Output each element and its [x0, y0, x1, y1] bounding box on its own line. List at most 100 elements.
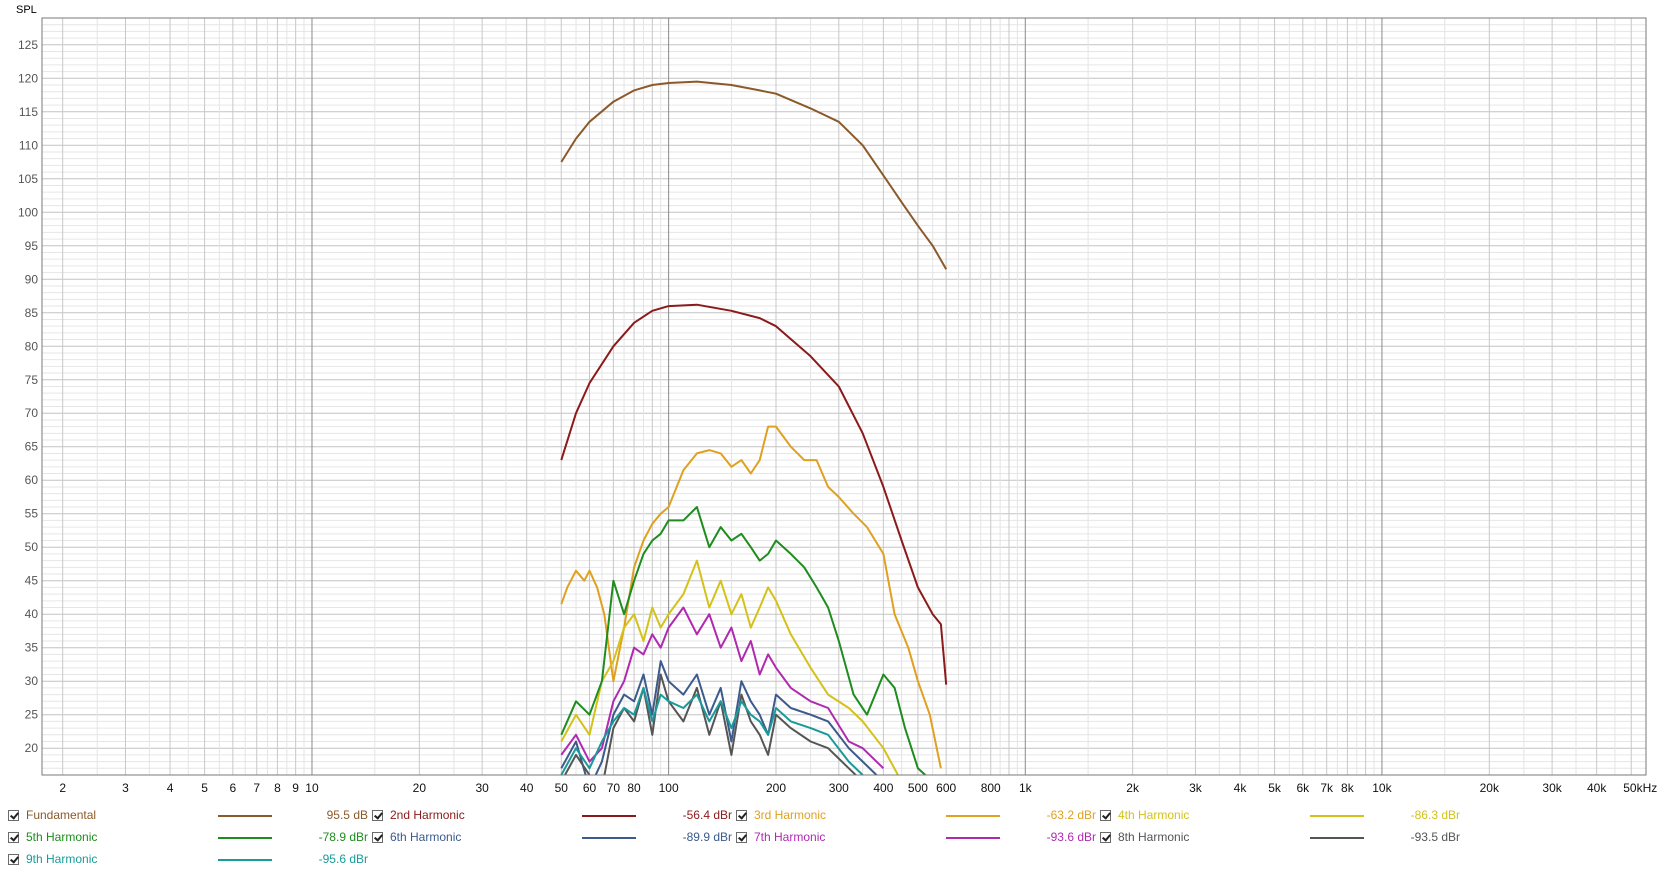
legend-series-value: -93.6 dBr — [1046, 830, 1096, 844]
legend-line-swatch — [1310, 837, 1364, 839]
y-tick-label: 20 — [25, 741, 39, 755]
y-tick-label: 125 — [18, 38, 38, 52]
x-tick-label: 300 — [829, 781, 849, 795]
y-tick-label: 50 — [25, 540, 39, 554]
x-tick-label: 40k — [1587, 781, 1607, 795]
series-visibility-checkbox[interactable] — [1100, 832, 1111, 843]
y-tick-label: 65 — [25, 440, 39, 454]
legend-line-swatch — [582, 837, 636, 839]
y-tick-label: 115 — [19, 105, 38, 119]
x-tick-label: 200 — [766, 781, 786, 795]
y-tick-label: 85 — [25, 306, 39, 320]
x-tick-label: 4 — [167, 781, 174, 795]
series-visibility-checkbox[interactable] — [736, 832, 747, 843]
legend-line-swatch — [218, 815, 272, 817]
legend-series-name: 9th Harmonic — [26, 852, 98, 866]
legend-line-swatch — [946, 837, 1000, 839]
series-visibility-checkbox[interactable] — [8, 810, 19, 821]
y-tick-label: 75 — [25, 373, 39, 387]
x-tick-label: 70 — [607, 781, 621, 795]
x-tick-label: 20k — [1480, 781, 1500, 795]
legend-series-value: -63.2 dBr — [1046, 808, 1096, 822]
y-tick-label: 105 — [18, 172, 38, 186]
legend-series-value: -56.4 dBr — [682, 808, 732, 822]
y-tick-label: 100 — [18, 205, 38, 219]
x-tick-label: 5k — [1268, 781, 1282, 795]
series-visibility-checkbox[interactable] — [372, 810, 383, 821]
plot-grid — [42, 17, 1647, 776]
legend-series-name: 4th Harmonic — [1118, 808, 1190, 822]
x-tick-label: 30k — [1542, 781, 1562, 795]
x-tick-label: 800 — [981, 781, 1001, 795]
x-tick-label: 500 — [908, 781, 928, 795]
legend-series-value: -78.9 dBr — [318, 830, 368, 844]
y-tick-label: 35 — [25, 641, 39, 655]
x-tick-label: 20 — [413, 781, 427, 795]
plot-series — [560, 80, 948, 775]
x-tick-label: 9 — [292, 781, 299, 795]
legend-series-name: Fundamental — [26, 808, 97, 822]
x-tick-label: 4k — [1234, 781, 1248, 795]
series-line-2nd-harmonic — [560, 303, 948, 685]
y-tick-label: 120 — [18, 71, 38, 85]
series-line-9th-harmonic — [560, 686, 864, 775]
plot-frame — [41, 17, 1647, 776]
x-tick-label: 6 — [230, 781, 237, 795]
series-line-8th-harmonic — [563, 673, 858, 775]
x-tick-label: 7 — [253, 781, 260, 795]
x-tick-label: 8k — [1341, 781, 1355, 795]
series-line-7th-harmonic — [560, 606, 885, 770]
y-tick-label: 55 — [25, 507, 39, 521]
x-tick-label: 1k — [1019, 781, 1033, 795]
series-line-4th-harmonic — [560, 559, 900, 775]
series-line-5th-harmonic — [560, 506, 927, 775]
y-tick-label: 80 — [25, 339, 39, 353]
series-visibility-checkbox[interactable] — [736, 810, 747, 821]
legend-series-name: 6th Harmonic — [390, 830, 462, 844]
x-tick-label: 3 — [122, 781, 129, 795]
legend-series-name: 7th Harmonic — [754, 830, 826, 844]
legend-series-value: -89.9 dBr — [682, 830, 732, 844]
series-visibility-checkbox[interactable] — [8, 854, 19, 865]
x-tick-label: 30 — [475, 781, 489, 795]
y-tick-label: 60 — [25, 473, 39, 487]
x-tick-label: 3k — [1189, 781, 1203, 795]
spl-chart: 2025303540455055606570758085909510010511… — [16, 4, 1657, 795]
x-tick-label: 50kHz — [1623, 781, 1657, 795]
legend-line-swatch — [218, 837, 272, 839]
legend-series-name: 8th Harmonic — [1118, 830, 1190, 844]
x-tick-label: 40 — [520, 781, 534, 795]
legend-series-value: -95.6 dBr — [318, 852, 368, 866]
series-line-fundamental — [560, 80, 948, 270]
y-tick-label: 110 — [19, 138, 38, 152]
legend-line-swatch — [582, 815, 636, 817]
series-line-3rd-harmonic — [560, 425, 942, 769]
x-tick-label: 2k — [1126, 781, 1140, 795]
legend-series-value: -93.5 dBr — [1410, 830, 1460, 844]
x-tick-label: 6k — [1296, 781, 1310, 795]
x-tick-label: 10k — [1372, 781, 1392, 795]
y-tick-label: 70 — [25, 406, 39, 420]
x-tick-label: 2 — [59, 781, 66, 795]
series-visibility-checkbox[interactable] — [372, 832, 383, 843]
y-tick-label: 95 — [25, 239, 39, 253]
legend-series-value: -86.3 dBr — [1410, 808, 1460, 822]
x-tick-label: 5 — [201, 781, 208, 795]
plot-axes: 2025303540455055606570758085909510010511… — [18, 17, 1657, 795]
x-tick-label: 60 — [583, 781, 597, 795]
x-tick-label: 80 — [627, 781, 641, 795]
x-tick-label: 8 — [274, 781, 281, 795]
x-tick-label: 10 — [305, 781, 319, 795]
y-tick-label: 40 — [25, 607, 39, 621]
y-tick-label: 30 — [25, 674, 39, 688]
series-visibility-checkbox[interactable] — [8, 832, 19, 843]
legend-line-swatch — [1310, 815, 1364, 817]
legend-line-swatch — [946, 815, 1000, 817]
y-tick-label: 90 — [25, 272, 39, 286]
x-tick-label: 50 — [555, 781, 569, 795]
series-visibility-checkbox[interactable] — [1100, 810, 1111, 821]
x-tick-label: 7k — [1320, 781, 1334, 795]
y-tick-label: 45 — [25, 574, 39, 588]
legend-line-swatch — [218, 859, 272, 861]
legend-series-value: 95.5 dB — [326, 808, 368, 822]
